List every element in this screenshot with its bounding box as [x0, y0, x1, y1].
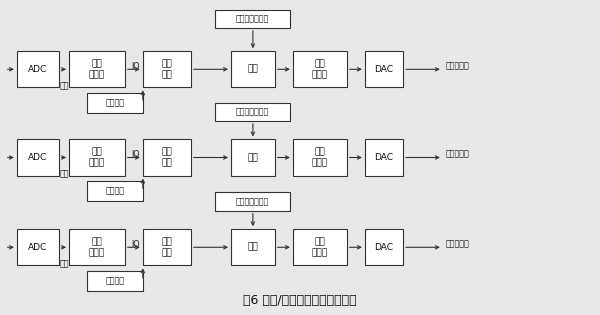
Text: 卷积: 卷积 [248, 243, 258, 252]
Bar [231, 139, 275, 176]
Bar [231, 229, 275, 265]
Bar [87, 181, 143, 201]
Text: 图6 杂波/箔条干扰模拟功能框图: 图6 杂波/箔条干扰模拟功能框图 [243, 294, 357, 307]
Bar [293, 51, 347, 87]
Text: 数字
上混频: 数字 上混频 [312, 147, 328, 168]
Bar [143, 229, 191, 265]
Text: 方位差杂波数据: 方位差杂波数据 [236, 107, 269, 116]
Text: ADC: ADC [28, 243, 47, 252]
Bar [365, 229, 403, 265]
Text: 卷积: 卷积 [248, 65, 258, 74]
Bar [17, 229, 59, 265]
Bar [215, 103, 290, 121]
Text: ADC: ADC [28, 65, 47, 74]
Bar [87, 93, 143, 112]
Bar [17, 51, 59, 87]
Text: 卷积: 卷积 [248, 153, 258, 162]
Text: 俯仰差杂波: 俯仰差杂波 [445, 240, 469, 249]
Text: 实数: 实数 [59, 81, 68, 90]
Text: 杂波延时: 杂波延时 [106, 276, 124, 285]
Text: 方位差杂波: 方位差杂波 [445, 150, 469, 159]
Text: 和通道杂波数据: 和通道杂波数据 [236, 14, 269, 23]
Text: 数字
下混频: 数字 下混频 [89, 59, 105, 79]
Text: 数字
上混频: 数字 上混频 [312, 59, 328, 79]
Text: 和通道杂波: 和通道杂波 [445, 62, 469, 71]
Bar [215, 10, 290, 28]
Text: DAC: DAC [374, 153, 394, 162]
Text: IQ: IQ [131, 240, 139, 249]
Text: 数字
下混频: 数字 下混频 [89, 147, 105, 168]
Text: IQ: IQ [131, 62, 139, 71]
Text: 杂波延时: 杂波延时 [106, 98, 124, 107]
Text: DAC: DAC [374, 243, 394, 252]
Text: 数字
上混频: 数字 上混频 [312, 237, 328, 257]
Bar [215, 192, 290, 211]
Bar [143, 51, 191, 87]
Bar [293, 139, 347, 176]
Text: ADC: ADC [28, 153, 47, 162]
Text: 杂波延时: 杂波延时 [106, 186, 124, 196]
Text: DAC: DAC [374, 65, 394, 74]
Text: IQ: IQ [131, 151, 139, 159]
Text: 数字
下混频: 数字 下混频 [89, 237, 105, 257]
Text: 延迟
模块: 延迟 模块 [161, 59, 172, 79]
Text: 实数: 实数 [59, 259, 68, 268]
Bar [293, 229, 347, 265]
Text: 延迟
模块: 延迟 模块 [161, 147, 172, 168]
Bar [365, 51, 403, 87]
Bar [69, 51, 125, 87]
Bar [69, 139, 125, 176]
Bar [17, 139, 59, 176]
Text: 俯仰差杂波数据: 俯仰差杂波数据 [236, 197, 269, 206]
Bar [69, 229, 125, 265]
Bar [87, 271, 143, 290]
Text: 实数: 实数 [59, 169, 68, 178]
Bar [143, 139, 191, 176]
Text: 延迟
模块: 延迟 模块 [161, 237, 172, 257]
Bar [365, 139, 403, 176]
Bar [231, 51, 275, 87]
